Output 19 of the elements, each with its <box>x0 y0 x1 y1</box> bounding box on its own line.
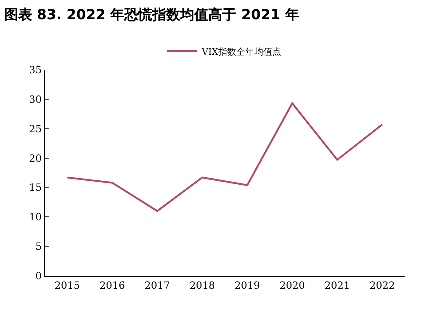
y-tick-label: 25 <box>29 124 42 136</box>
y-tick-label: 5 <box>36 242 42 254</box>
chart-title: 图表 83. 2022 年恐慌指数均值高于 2021 年 <box>4 6 300 24</box>
x-tick-label: 2022 <box>370 281 396 292</box>
y-tick-label: 10 <box>29 212 42 224</box>
line-series <box>66 102 384 212</box>
x-tick-label: 2015 <box>54 281 80 292</box>
y-tick-label: 15 <box>29 183 42 194</box>
x-tick-label: 2019 <box>234 281 260 292</box>
x-tick-label: 2021 <box>324 281 350 292</box>
y-tick-label: 0 <box>36 272 42 282</box>
y-tick-label: 20 <box>29 154 42 165</box>
x-tick-label: 2020 <box>280 281 306 292</box>
legend-label: VIX指数全年均值点 <box>201 46 282 58</box>
y-tick-label: 30 <box>29 94 42 106</box>
x-tick-label: 2018 <box>190 281 216 292</box>
x-tick-label: 2016 <box>100 281 126 292</box>
x-tick-label: 2017 <box>144 281 170 292</box>
y-tick-label: 35 <box>29 66 42 76</box>
